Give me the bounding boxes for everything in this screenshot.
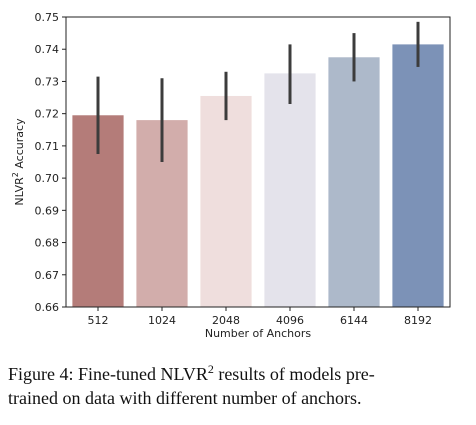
figure-caption: Figure 4: Fine-tuned NLVR2 results of mo… — [8, 362, 468, 410]
y-tick-label-0.73: 0.73 — [35, 75, 60, 88]
bar-chart: 0.66 0.67 0.68 0.69 0.70 0.71 0.72 0.73 0.74 0.75… — [11, 11, 451, 340]
y-tick-label-0.66: 0.66 — [35, 301, 60, 314]
x-tick-label-1024: 1024 — [148, 314, 176, 327]
axes-layer — [65, 16, 451, 308]
y-tick-label-0.68: 0.68 — [35, 237, 60, 250]
y-ticks: 0.66 0.67 0.68 0.69 0.70 0.71 0.72 0.73 0.74 0.75 — [35, 11, 66, 314]
x-tick-label-512: 512 — [88, 314, 109, 327]
bar-8192 — [392, 44, 444, 308]
caption-line-1-prefix: Figure 4: Fine-tuned NLVR — [8, 364, 208, 384]
y-axis-label-rest: Accuracy — [13, 118, 26, 172]
bar-2048 — [200, 95, 252, 307]
bar-6144 — [328, 57, 380, 308]
caption-line-1-sup: 2 — [207, 362, 214, 376]
x-tick-label-8192: 8192 — [404, 314, 432, 327]
y-tick-label-0.69: 0.69 — [35, 204, 60, 217]
y-tick-label-0.75: 0.75 — [35, 11, 60, 24]
y-tick-label-0.71: 0.71 — [35, 140, 60, 153]
y-axis-label: NLVR2 Accuracy — [11, 118, 26, 206]
x-tick-label-6144: 6144 — [340, 314, 368, 327]
y-tick-label-0.72: 0.72 — [35, 108, 60, 121]
bar-4096 — [264, 73, 316, 307]
y-tick-label-0.70: 0.70 — [35, 172, 60, 185]
error-bars-layer — [96, 21, 420, 162]
y-tick-label-0.67: 0.67 — [35, 269, 60, 282]
y-axis-label-main: NLVR — [13, 177, 26, 206]
x-ticks: 512 1024 2048 4096 6144 8192 — [88, 307, 432, 327]
caption-line-1: Figure 4: Fine-tuned NLVR2 results of mo… — [8, 362, 468, 386]
caption-line-2: trained on data with different number of… — [8, 388, 362, 408]
y-axis-label-sup: 2 — [11, 172, 20, 177]
plot-frame — [65, 16, 451, 308]
bars-layer — [72, 44, 444, 308]
caption-line-1-suffix: results of models pre- — [213, 364, 375, 384]
x-axis-label: Number of Anchors — [205, 327, 312, 340]
x-tick-label-2048: 2048 — [212, 314, 240, 327]
y-tick-label-0.74: 0.74 — [35, 43, 60, 56]
x-tick-label-4096: 4096 — [276, 314, 304, 327]
